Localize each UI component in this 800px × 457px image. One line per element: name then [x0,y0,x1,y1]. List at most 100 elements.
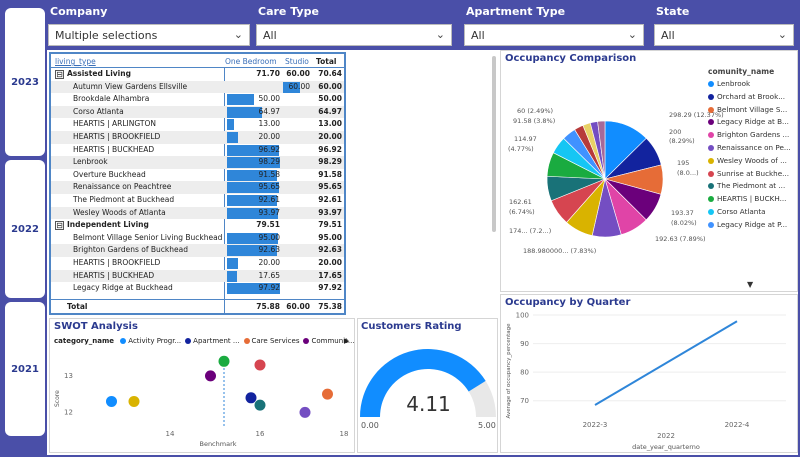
row-label: HEARTIS | BROOKFIELD [73,132,161,141]
collapse-icon[interactable]: ⊟ [55,70,64,79]
pie-chart[interactable]: 298.29 (12.37%) 200(8.29%) 195 (8.0...) 193.… [501,51,799,293]
apartment-type-dropdown[interactable]: All ⌄ [464,24,644,46]
apartment-type-filter: Apartment Type All ⌄ [462,0,646,48]
scatter-point[interactable] [254,359,266,371]
table-row[interactable]: The Piedmont at Buckhead 92.61 92.61 [51,194,344,207]
quarter-line-chart[interactable]: 100 90 80 70 2022-3 2022-4 2022 date_year_quart… [501,295,799,454]
table-row[interactable]: Overture Buckhead 91.58 91.58 [51,169,344,182]
matrix-scrollbar[interactable] [492,56,496,232]
header-living-type[interactable]: living_type [55,57,96,66]
header-one-bedroom[interactable]: One Bedroom [225,57,277,66]
table-row[interactable]: HEARTIS | BUCKHEAD 17.65 17.65 [51,269,344,283]
legend-item[interactable]: HEARTIS | BUCKH... [708,193,798,206]
scatter-point[interactable] [299,406,311,418]
legend-item[interactable]: Wesley Woods of ... [708,155,798,168]
header-total[interactable]: Total [316,57,337,66]
table-row[interactable]: HEARTIS | ARLINGTON 13.00 13.00 [51,118,344,131]
legend-item[interactable]: Corso Atlanta [708,206,798,219]
table-row[interactable]: HEARTIS | BROOKFIELD 20.00 20.00 [51,257,344,270]
scatter-point[interactable] [205,370,216,382]
chevron-down-icon: ⌄ [233,28,243,41]
group-row[interactable]: ⊟ Independent Living 79.51 79.51 [51,219,344,232]
pie-legend: comunity_name Lenbrook Orchard at Brook..… [708,67,798,232]
row-label: HEARTIS | BUCKHEAD [73,270,155,280]
scatter-point[interactable] [218,355,230,367]
data-bar [227,119,234,131]
row-total: 98.29 [318,157,342,167]
row-total: 60.00 [318,81,342,91]
table-row[interactable]: Wesley Woods of Atlanta 93.97 93.97 [51,206,344,220]
legend-swatch [303,338,310,344]
table-row[interactable]: HEARTIS | BUCKHEAD 96.92 96.92 [51,144,344,157]
row-label: Overture Buckhead [73,169,146,179]
y-tick-label: 100 [516,312,529,320]
legend-item[interactable]: Belmont Village S... [708,104,798,117]
legend-swatch [120,338,127,344]
state-dropdown[interactable]: All ⌄ [654,24,794,46]
row-total: 93.97 [318,207,342,217]
pie-title: Occupancy Comparison [505,53,637,64]
group-one-bedroom: 71.70 [256,69,280,78]
row-total: 97.92 [318,283,342,293]
legend-item[interactable]: Brighton Gardens ... [708,129,798,142]
series-line[interactable] [594,320,738,406]
row-total: 96.92 [318,144,342,154]
legend-item[interactable]: Sunrise at Buckhe... [708,168,798,181]
care-type-dropdown[interactable]: All ⌄ [256,24,452,46]
data-bar [227,169,277,181]
swot-scatter[interactable]: 14 16 18 13 12 Benchmark Score [50,319,356,454]
year-2022-tile[interactable]: 2022 [5,160,45,298]
table-row[interactable]: Legacy Ridge at Buckhead 97.92 97.92 [51,282,344,295]
pie-slice[interactable] [597,120,606,180]
table-row[interactable]: Renaissance on Peachtree 95.65 95.65 [51,181,344,194]
rating-gauge[interactable] [358,319,499,454]
state-dropdown-value: All [661,29,675,42]
scatter-point[interactable] [322,388,333,400]
x-group-label: 2022 [657,432,675,440]
care-type-filter-label: Care Type [258,5,319,18]
legend-label: Activity Progr... [128,337,182,345]
swot-legend-item[interactable]: Communit... [303,337,355,345]
table-row[interactable]: Brookdale Alhambra 50.00 50.00 [51,93,344,106]
x-axis-title: Benchmark [199,440,236,448]
pie-data-label: 162.61 [509,198,532,206]
legend-item[interactable]: Orchard at Brook... [708,91,798,104]
table-row[interactable]: Autumn View Gardens Ellsville 60.00 60.00 [51,80,344,94]
company-dropdown[interactable]: Multiple selections ⌄ [48,24,250,46]
row-label: Brookdale Alhambra [73,94,150,104]
table-row[interactable]: HEARTIS | BROOKFIELD 20.00 20.00 [51,131,344,144]
row-total: 95.00 [318,232,342,242]
swot-legend-item[interactable]: Care Services [243,337,299,345]
scatter-point[interactable] [128,395,140,407]
legend-item[interactable]: Renaissance on Pe... [708,142,798,155]
table-row[interactable]: Belmont Village Senior Living Buckhead 95… [51,232,344,245]
pie-data-label: (8.29%) [669,137,695,145]
caret-down-icon[interactable]: ▼ [747,280,754,289]
legend-item[interactable]: Legacy Ridge at P... [708,219,798,232]
year-2023-tile[interactable]: 2023 [5,8,45,156]
legend-swatch [708,93,714,100]
collapse-icon[interactable]: ⊟ [55,221,64,231]
header-studio[interactable]: Studio [285,57,309,66]
group-total: 79.51 [318,220,342,230]
legend-item[interactable]: Legacy Ridge at B... [708,116,798,129]
occupancy-matrix[interactable]: living_type One Bedroom Studio Total ⊟ As… [49,52,346,315]
y-axis-title: Average of occupancy_percentage [506,323,512,419]
swot-legend-item[interactable]: Activity Progr... [120,337,181,345]
scatter-point[interactable] [106,395,117,407]
caret-right-icon[interactable]: ▶ [344,337,350,345]
scatter-point[interactable] [245,392,257,404]
scatter-point[interactable] [254,399,266,411]
apartment-type-filter-label: Apartment Type [466,5,566,18]
swot-legend-item[interactable]: Apartment ... [185,337,240,345]
legend-item[interactable]: Lenbrook [708,78,798,91]
legend-swatch [708,81,714,87]
year-2021-tile[interactable]: 2021 [5,302,45,436]
group-row[interactable]: ⊟ Assisted Living 71.70 60.00 70.64 [51,68,344,81]
data-bar [227,182,279,194]
table-row[interactable]: Brighton Gardens of Buckhead 92.63 92.63 [51,244,344,257]
table-row[interactable]: Corso Atlanta 64.97 64.97 [51,105,344,119]
legend-item[interactable]: The Piedmont at ... [708,180,798,193]
table-row[interactable]: Lenbrook 98.29 98.29 [51,156,344,169]
legend-label: Brighton Gardens ... [717,130,790,140]
